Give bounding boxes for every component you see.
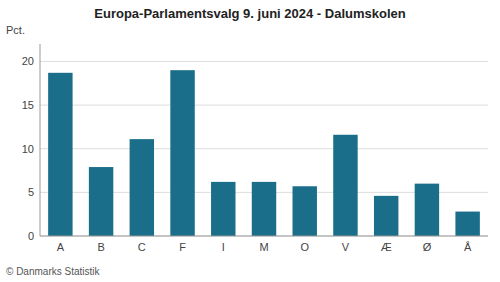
footer: © Danmarks Statistik [6,266,101,277]
x-tick-label: Ø [423,241,432,253]
x-tick-label: C [138,241,146,253]
x-tick-label: M [259,241,268,253]
title: Europa-Parlamentsvalg 9. juni 2024 - Dal… [94,6,405,21]
x-tick-label: V [342,241,350,253]
grid-line [40,148,488,149]
x-tick-label: A [57,241,65,253]
y-tick-label: 5 [28,186,34,198]
bars [48,70,480,236]
bar [374,196,398,236]
x-tick-label: B [97,241,104,253]
bar [48,73,72,236]
y-tick-label: 0 [28,230,34,242]
x-axis-line [40,236,488,237]
x-tick-label: I [222,241,225,253]
grid-line [40,236,488,237]
grid [40,61,488,236]
y-tick-label: 20 [22,55,34,67]
chart: Europa-Parlamentsvalg 9. juni 2024 - Dal… [0,0,500,282]
grid-line [40,61,488,62]
y-tick-label: 15 [22,99,34,111]
y-tick-label: 10 [22,143,34,155]
x-tick-label: F [179,241,186,253]
bar [333,135,357,236]
bar [415,184,439,236]
bar [252,182,276,236]
bar [89,167,113,236]
bar [455,212,479,236]
y-axis-label: Pct. [6,24,25,36]
x-tick-label: Å [464,241,472,253]
bar [293,186,317,236]
bar [130,139,154,236]
bar [211,182,235,236]
x-tick-label: O [300,241,309,253]
x-tick-label: Æ [381,241,392,253]
bar [170,70,194,236]
grid-line [40,105,488,106]
y-axis-line [40,44,41,236]
